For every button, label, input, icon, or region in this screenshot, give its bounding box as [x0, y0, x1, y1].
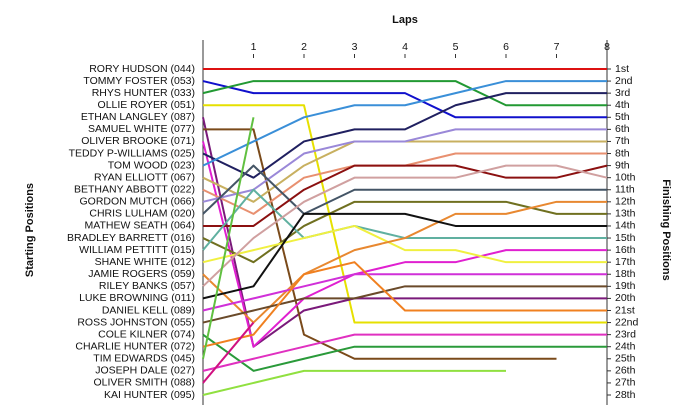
legend-label: KAI HUNTER (095): [104, 389, 195, 401]
lap-line: [203, 104, 607, 324]
lap-line: [202, 369, 506, 396]
legend-label: OLIVER SMITH (088): [93, 377, 195, 389]
x-tick-label: 2: [301, 41, 307, 53]
lap-line: [202, 80, 607, 167]
legend-label: ROSS JOHNSTON (055): [77, 316, 195, 328]
x-tick-label: 3: [352, 41, 358, 53]
lap-line: [202, 141, 607, 348]
legend-label: SHANE WHITE (012): [95, 256, 195, 268]
y-tick-label: 23rd: [615, 328, 636, 340]
legend-label: MATHEW SEATH (064): [85, 220, 195, 232]
y-tick-label: 27th: [615, 377, 636, 389]
lap-line: [202, 261, 607, 348]
legend-label: OLIVER BROOKE (071): [81, 135, 195, 147]
y-tick-label: 11th: [615, 184, 635, 196]
legend-label: RILEY BANKS (057): [99, 280, 195, 292]
legend-label: CHARLIE HUNTER (072): [75, 340, 195, 352]
y-tick-label: 1st: [615, 63, 629, 75]
y-tick-label: 2nd: [615, 75, 633, 87]
y-tick-label: 20th: [615, 292, 636, 304]
y-tick-label: 9th: [615, 159, 630, 171]
y-tick-label: 26th: [615, 365, 636, 377]
x-tick-label: 8: [604, 41, 610, 53]
y-tick-label: 10th: [615, 171, 636, 183]
legend-label: WILLIAM PETTITT (015): [79, 244, 195, 256]
y-tick-label: 16th: [615, 244, 636, 256]
x-tick-label: 1: [251, 41, 257, 53]
legend-label: RYAN ELLIOTT (067): [94, 171, 195, 183]
y-tick-label: 24th: [615, 340, 636, 352]
y-tick-label: 15th: [615, 232, 636, 244]
legend-label: CHRIS LULHAM (020): [89, 208, 195, 220]
lap-line: [202, 80, 607, 119]
lap-line: [202, 117, 255, 359]
lap-line: [203, 128, 557, 360]
y-tick-label: 4th: [615, 99, 630, 111]
lap-line: [202, 164, 607, 215]
legend-label: TOM WOOD (023): [108, 159, 195, 171]
legend-label: OLLIE ROYER (051): [98, 99, 195, 111]
y2-axis-label: Finishing Positions: [660, 179, 672, 280]
x-tick-label: 6: [503, 41, 509, 53]
y-tick-label: 19th: [615, 280, 636, 292]
lap-line: [202, 80, 607, 107]
lap-line: [202, 333, 607, 372]
legend-label: JOSEPH DALE (027): [95, 365, 195, 377]
lap-line: [202, 117, 607, 348]
y-axis-label: Starting Positions: [24, 183, 36, 277]
lap-line: [202, 273, 607, 312]
y-tick-label: 12th: [615, 196, 636, 208]
y-tick-label: 18th: [615, 268, 636, 280]
y-tick-label: 22nd: [615, 316, 639, 328]
legend-label: BRADLEY BARRETT (016): [67, 232, 195, 244]
legend-label: SAMUEL WHITE (077): [88, 123, 195, 135]
lap-line: [202, 164, 608, 288]
lap-line: [202, 285, 607, 324]
legend-label: ETHAN LANGLEY (087): [81, 111, 195, 123]
lap-line: [202, 224, 607, 264]
legend-label: TOMMY FOSTER (053): [83, 75, 195, 87]
legend-label: TEDDY P-WILLIAMS (025): [69, 147, 195, 159]
y-tick-label: 13th: [615, 208, 636, 220]
lap-line: [202, 128, 607, 203]
legend-label: LUKE BROWNING (011): [79, 292, 195, 304]
y-tick-label: 21st: [615, 304, 635, 316]
legend-label: DANIEL KELL (089): [102, 304, 195, 316]
y-tick-label: 28th: [615, 389, 636, 401]
legend-label: JAMIE ROGERS (059): [88, 268, 195, 280]
x-tick-label: 4: [402, 41, 408, 53]
y-tick-label: 8th: [615, 147, 630, 159]
lap-line: [202, 321, 255, 384]
legend-label: RORY HUDSON (044): [89, 63, 195, 75]
y-tick-label: 7th: [615, 135, 630, 147]
y-tick-label: 25th: [615, 353, 636, 365]
lap-line: [202, 92, 607, 179]
y-tick-label: 14th: [615, 220, 636, 232]
legend-label: COLE KILNER (074): [98, 328, 195, 340]
legend-label: GORDON MUTCH (066): [79, 196, 195, 208]
legend-label: TIM EDWARDS (045): [93, 353, 195, 365]
lap-line: [203, 164, 608, 227]
y-tick-label: 5th: [615, 111, 630, 123]
y-tick-label: 3rd: [615, 87, 630, 99]
lap-line: [202, 333, 607, 372]
legend-label: BETHANY ABBOTT (022): [74, 184, 195, 196]
lap-line: [202, 200, 607, 264]
lap-line: [202, 212, 607, 300]
y-tick-label: 17th: [615, 256, 636, 268]
y-tick-label: 6th: [615, 123, 630, 135]
chart-title: Laps: [392, 14, 418, 26]
legend-label: RHYS HUNTER (033): [92, 87, 195, 99]
x-tick-label: 7: [554, 41, 560, 53]
x-tick-label: 5: [453, 41, 459, 53]
